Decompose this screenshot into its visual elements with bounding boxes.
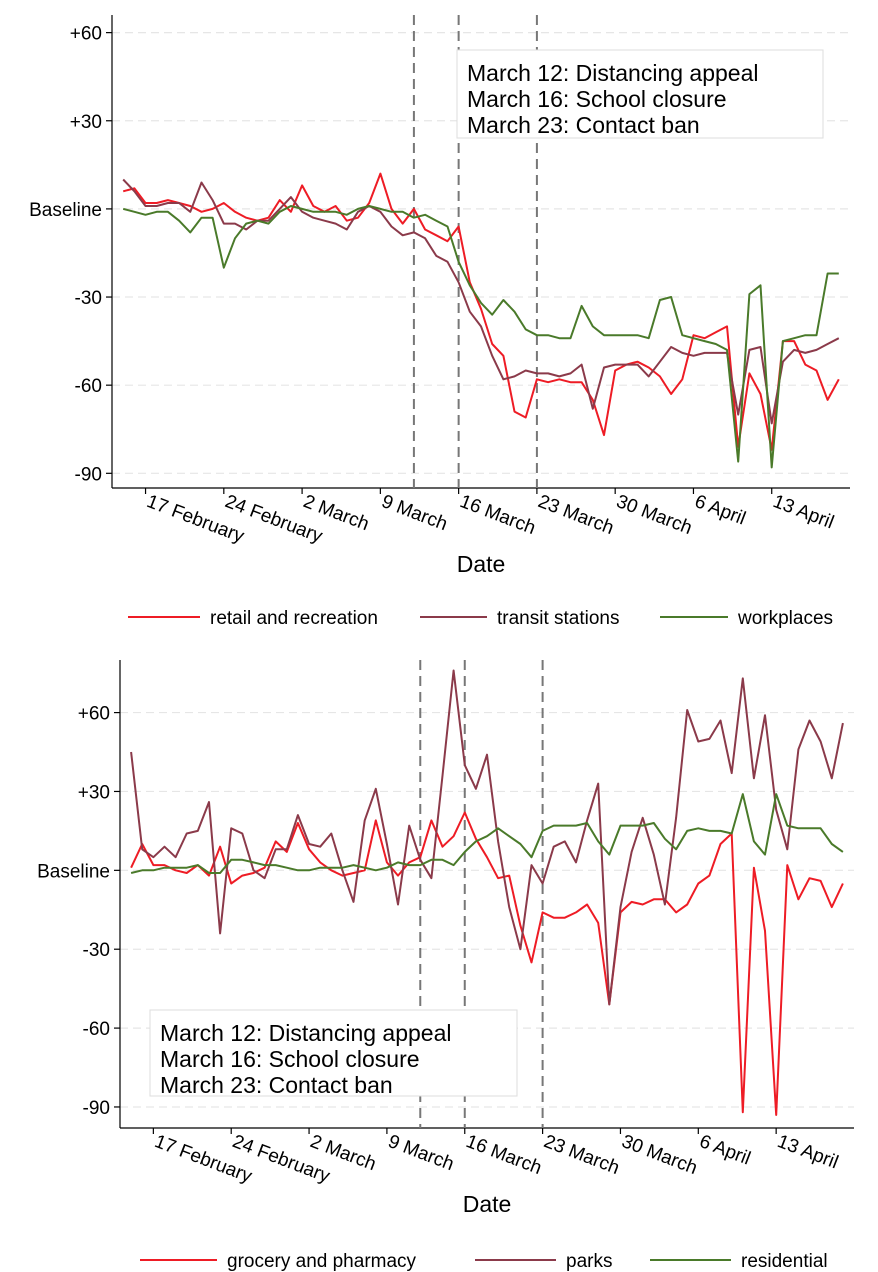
x-axis-title: Date bbox=[463, 1191, 512, 1217]
x-tick-label: 23 March bbox=[535, 491, 616, 539]
y-tick-label: +60 bbox=[78, 704, 110, 725]
x-tick-label: 30 March bbox=[619, 1131, 700, 1179]
series-line bbox=[130, 669, 844, 1006]
x-axis-title: Date bbox=[457, 551, 506, 577]
y-tick-label: -90 bbox=[75, 464, 102, 485]
series-line bbox=[130, 793, 844, 874]
legend-label: workplaces bbox=[737, 608, 833, 629]
y-tick-label: -30 bbox=[83, 940, 110, 961]
series-line bbox=[122, 205, 839, 469]
x-tick-label: 6 April bbox=[692, 491, 749, 530]
annotation-box bbox=[149, 1009, 518, 1097]
annotation-text: March 16: School closure bbox=[160, 1046, 420, 1072]
series-line bbox=[122, 172, 840, 451]
x-tick-label: 13 April bbox=[774, 1131, 841, 1173]
annotation-text: March 23: Contact ban bbox=[467, 112, 700, 138]
y-tick-label: Baseline bbox=[29, 200, 102, 221]
x-tick-label: 13 April bbox=[770, 491, 837, 533]
annotation-text: March 12: Distancing appeal bbox=[467, 60, 759, 86]
y-tick-label: +30 bbox=[70, 112, 102, 133]
annotation-text: March 23: Contact ban bbox=[160, 1072, 393, 1098]
x-tick-label: 23 March bbox=[541, 1131, 622, 1179]
x-tick-label: 30 March bbox=[613, 491, 694, 539]
annotation-box bbox=[456, 49, 824, 139]
y-tick-label: -60 bbox=[83, 1019, 110, 1040]
annotation-text: March 12: Distancing appeal bbox=[160, 1020, 452, 1046]
y-tick-label: +60 bbox=[70, 24, 102, 45]
y-tick-label: Baseline bbox=[37, 861, 110, 882]
annotation-text: March 16: School closure bbox=[467, 86, 727, 112]
legend-label: grocery and pharmacy bbox=[227, 1251, 417, 1272]
y-tick-label: -90 bbox=[83, 1098, 110, 1119]
legend-label: parks bbox=[566, 1251, 612, 1272]
legend-label: retail and recreation bbox=[210, 608, 378, 629]
y-tick-label: -30 bbox=[75, 288, 102, 309]
y-tick-label: -60 bbox=[75, 376, 102, 397]
legend-label: transit stations bbox=[497, 608, 620, 629]
x-tick-label: 9 March bbox=[385, 1131, 457, 1175]
x-tick-label: 16 March bbox=[457, 491, 538, 539]
legend-label: residential bbox=[741, 1251, 828, 1272]
x-tick-label: 6 April bbox=[697, 1131, 754, 1170]
series-line bbox=[130, 811, 844, 1116]
y-tick-label: +30 bbox=[78, 782, 110, 803]
x-tick-label: 16 March bbox=[463, 1131, 544, 1179]
x-tick-label: 9 March bbox=[379, 491, 451, 535]
